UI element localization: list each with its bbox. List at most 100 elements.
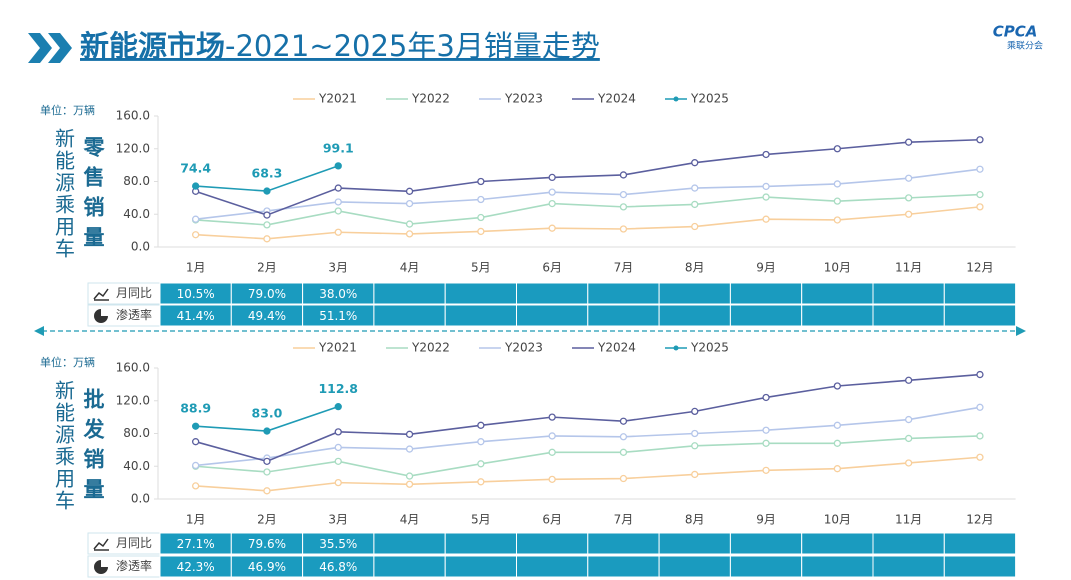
x-tick-label: 8月 bbox=[685, 261, 705, 275]
table-cell bbox=[872, 282, 945, 305]
point bbox=[976, 432, 984, 440]
x-tick-label: 1月 bbox=[186, 261, 206, 275]
cell-value: 46.8% bbox=[319, 560, 357, 574]
table-cell bbox=[516, 555, 589, 578]
table-cell bbox=[801, 282, 874, 305]
trend-icon bbox=[93, 538, 109, 551]
point bbox=[334, 443, 342, 452]
cell-value: 42.3% bbox=[177, 560, 215, 574]
cell-value: 27.1% bbox=[177, 537, 215, 551]
point bbox=[191, 482, 200, 490]
x-tick-label: 6月 bbox=[542, 513, 562, 527]
value-label: 88.9 bbox=[180, 401, 211, 416]
point bbox=[905, 138, 913, 146]
point bbox=[619, 203, 628, 211]
point bbox=[833, 382, 841, 390]
cell-value: 51.1% bbox=[319, 309, 357, 323]
point bbox=[191, 231, 200, 239]
table-cell bbox=[587, 282, 660, 305]
y-tick-label: 160.0 bbox=[116, 361, 150, 375]
point bbox=[263, 211, 271, 219]
point bbox=[976, 203, 984, 211]
point bbox=[405, 480, 414, 488]
table-cell bbox=[872, 532, 945, 555]
point bbox=[263, 221, 271, 229]
point bbox=[191, 215, 200, 223]
value-label: 99.1 bbox=[323, 140, 354, 155]
table-cell bbox=[943, 555, 1017, 578]
x-tick-label: 8月 bbox=[685, 513, 705, 527]
legend-label: Y2022 bbox=[411, 92, 450, 106]
y-tick-label: 0.0 bbox=[131, 492, 150, 506]
table-cell bbox=[801, 304, 874, 327]
point bbox=[191, 461, 200, 470]
point bbox=[833, 421, 841, 429]
point bbox=[619, 171, 628, 179]
point bbox=[691, 407, 699, 416]
table-cell bbox=[729, 555, 803, 578]
legend-label: Y2023 bbox=[504, 341, 543, 355]
series-line bbox=[195, 406, 981, 467]
point bbox=[619, 433, 628, 441]
point bbox=[833, 197, 841, 205]
cell-value: 79.0% bbox=[248, 287, 286, 301]
x-tick-label: 11月 bbox=[895, 513, 922, 527]
point bbox=[976, 403, 984, 411]
point bbox=[619, 448, 628, 456]
cell-value: 10.5% bbox=[177, 287, 215, 301]
point bbox=[477, 478, 485, 486]
point bbox=[833, 439, 841, 447]
point bbox=[691, 442, 699, 450]
point bbox=[762, 215, 770, 223]
point bbox=[762, 393, 770, 402]
point bbox=[762, 426, 770, 434]
point bbox=[691, 200, 699, 209]
point bbox=[263, 468, 271, 476]
point bbox=[691, 184, 699, 192]
legend-label: Y2023 bbox=[504, 92, 543, 106]
x-tick-label: 4月 bbox=[400, 513, 420, 527]
point bbox=[191, 182, 200, 190]
point bbox=[691, 470, 699, 479]
point bbox=[334, 207, 342, 215]
point bbox=[334, 162, 342, 170]
point bbox=[762, 182, 770, 191]
table-cell bbox=[943, 532, 1017, 555]
table-cell bbox=[872, 555, 945, 578]
point bbox=[762, 193, 770, 201]
table-cell bbox=[444, 555, 518, 578]
table-cell bbox=[658, 532, 731, 555]
legend-dot bbox=[673, 96, 679, 102]
x-tick-label: 7月 bbox=[614, 261, 634, 275]
cell-value: 35.5% bbox=[319, 537, 357, 551]
series-line bbox=[195, 373, 981, 463]
point bbox=[619, 417, 628, 425]
point bbox=[263, 427, 271, 435]
table-cell bbox=[444, 304, 518, 327]
row-label: 月同比 bbox=[116, 536, 152, 550]
x-tick-label: 3月 bbox=[328, 261, 348, 275]
point bbox=[548, 413, 556, 421]
point bbox=[334, 184, 342, 192]
table-cell bbox=[373, 555, 446, 578]
point bbox=[976, 190, 984, 199]
table-cell bbox=[729, 304, 803, 327]
point bbox=[548, 224, 556, 232]
x-tick-label: 9月 bbox=[756, 513, 776, 527]
point bbox=[905, 210, 913, 218]
logo-sub: 乘联分会 bbox=[1007, 40, 1043, 52]
y-tick-label: 120.0 bbox=[116, 393, 150, 407]
y-tick-label: 80.0 bbox=[123, 174, 150, 188]
table-cell bbox=[587, 304, 660, 327]
point bbox=[833, 216, 841, 224]
table-cell bbox=[729, 282, 803, 305]
value-label: 74.4 bbox=[180, 161, 211, 176]
point bbox=[405, 187, 414, 195]
y-tick-label: 120.0 bbox=[116, 141, 150, 155]
x-tick-label: 5月 bbox=[471, 513, 491, 527]
chart-title: 批发销量 bbox=[81, 388, 106, 508]
point bbox=[976, 370, 984, 379]
table-cell bbox=[516, 532, 589, 555]
side-label: 新能源乘用车 bbox=[52, 380, 76, 512]
legend-dot bbox=[673, 345, 679, 351]
